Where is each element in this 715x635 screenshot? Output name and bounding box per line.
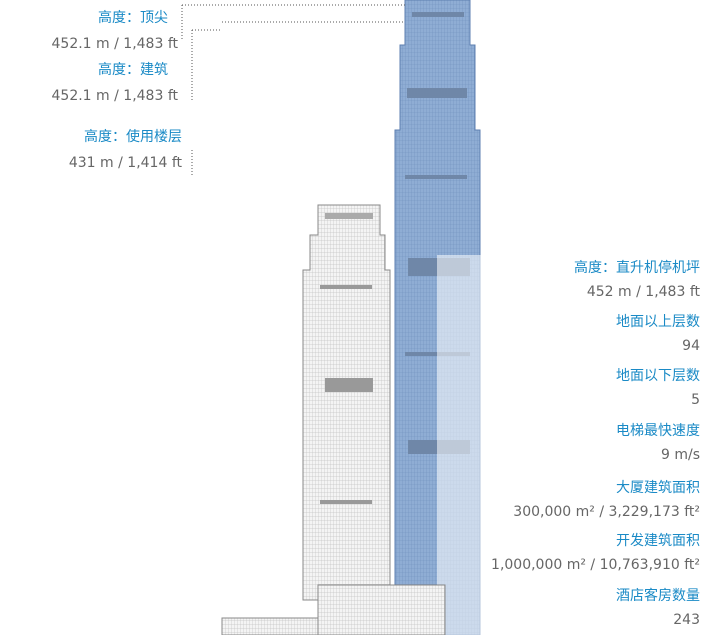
- stat-value: 1,000,000 m² / 10,763,910 ft²: [491, 557, 700, 573]
- podium: [221, 584, 446, 635]
- stat-value: 452 m / 1,483 ft: [587, 284, 701, 300]
- stat-label: 高度：直升机停机坪: [574, 259, 700, 276]
- stat-label: 大厦建筑面积: [616, 480, 700, 496]
- stat-value: 94: [682, 338, 700, 354]
- stat-value: 243: [673, 612, 700, 628]
- stat-label: 地面以下层数: [616, 368, 700, 384]
- stat-value: 9 m/s: [661, 447, 700, 463]
- stat-value: 300,000 m² / 3,229,173 ft²: [513, 504, 700, 520]
- blue-tower: [394, 0, 482, 635]
- grey-tower: [302, 204, 391, 601]
- stat-label: 地面以上层数: [616, 314, 700, 330]
- label: 高度：使用楼层: [84, 128, 182, 145]
- label: 高度：顶尖: [98, 9, 168, 26]
- value: 452.1 m / 1,483 ft: [52, 36, 179, 52]
- value: 452.1 m / 1,483 ft: [52, 88, 179, 104]
- stat-label: 电梯最快速度: [616, 423, 700, 439]
- value: 431 m / 1,414 ft: [69, 155, 183, 171]
- stat-label: 开发建筑面积: [616, 533, 700, 549]
- left-labels: 高度：顶尖 452.1 m / 1,483 ft 高度：建筑 452.1 m /…: [52, 9, 183, 171]
- stats: 高度：直升机停机坪 452 m / 1,483 ft 地面以上层数 94 地面以下层数 5…: [491, 259, 700, 628]
- leader-lines: [181, 4, 405, 175]
- stat-value: 5: [691, 392, 700, 408]
- stat-label: 酒店客房数量: [616, 587, 700, 604]
- label: 高度：建筑: [98, 61, 168, 78]
